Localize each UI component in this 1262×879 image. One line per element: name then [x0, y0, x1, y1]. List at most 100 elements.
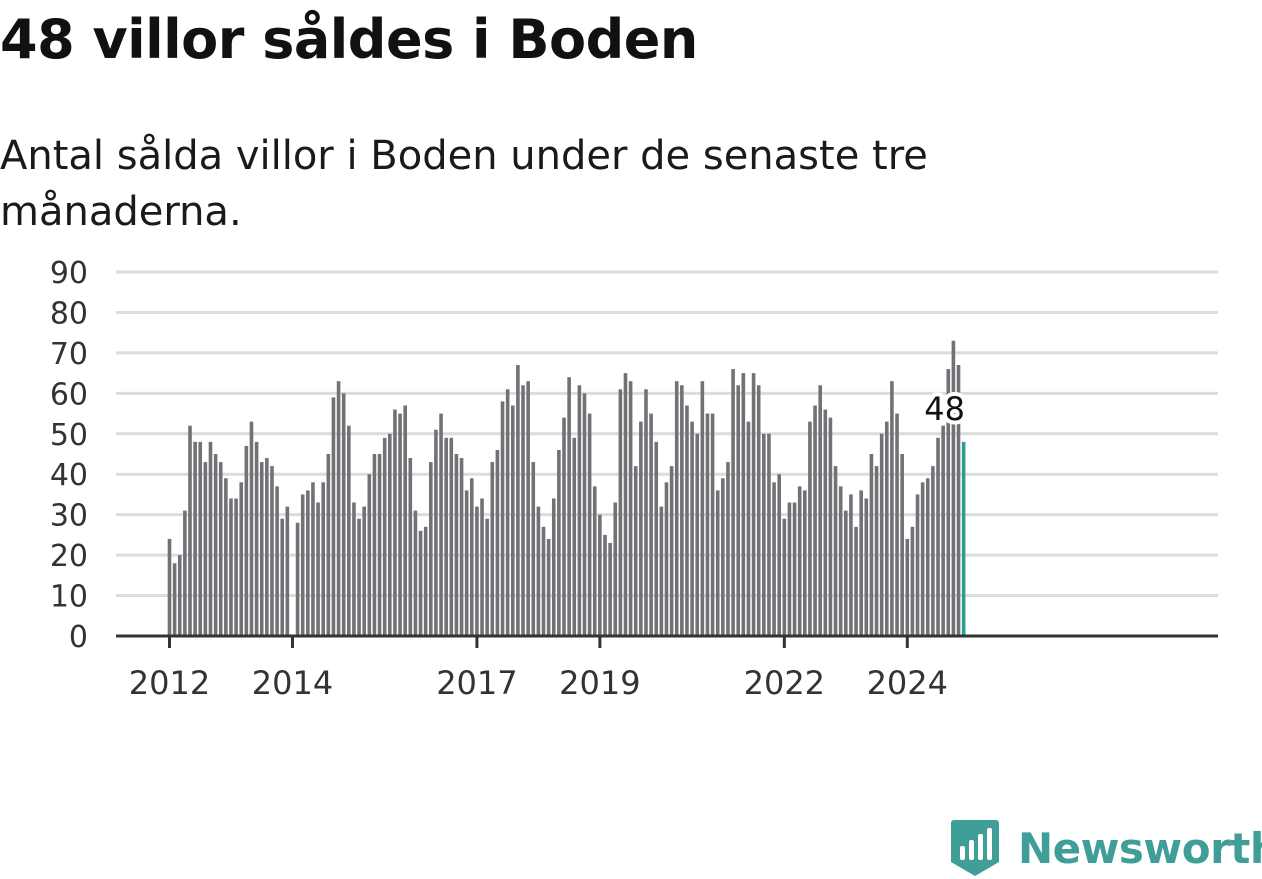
chart-title: 48 villor såldes i Boden: [0, 8, 698, 71]
bar: 2012-06: 48: [193, 441, 197, 636]
bar: 2020-08: 50: [695, 433, 700, 636]
bar: 2019-04: 33: [613, 502, 618, 636]
bar: 2018-01: 32: [536, 506, 541, 636]
bar: 2018-06: 54: [562, 417, 566, 636]
bar: 2015-10: 55: [398, 413, 402, 636]
bar: 2023-12: 45: [900, 454, 904, 636]
bar: 2021-04: 62: [736, 385, 741, 636]
bar: 2017-12: 43: [531, 462, 536, 636]
bar: 2016-05: 51: [434, 429, 438, 636]
bar: 2013-12: 32: [285, 506, 290, 636]
bar: 2014-04: 36: [306, 490, 310, 636]
bar: 2013-01: 34: [229, 498, 233, 636]
bar: 2014-10: 63: [336, 381, 341, 636]
bar: 2023-02: 35: [849, 494, 853, 636]
bar: 2018-08: 49: [572, 437, 577, 636]
bar: 2015-03: 32: [362, 506, 366, 636]
bars: 2012-01: 242012-02: 182012-03: 202012-04…: [167, 340, 966, 636]
bar: 2020-12: 36: [715, 490, 720, 636]
bar: 2014-02: 28: [295, 522, 300, 636]
bar: 2018-07: 64: [567, 377, 571, 636]
bar: 2021-02: 43: [726, 462, 730, 636]
x-tick-label: 2024: [867, 664, 948, 702]
bar: 2014-07: 38: [321, 482, 326, 636]
bar: 2020-05: 62: [680, 385, 684, 636]
bar: 2022-08: 62: [818, 385, 822, 636]
bar: 2020-02: 38: [664, 482, 669, 636]
bar: 2014-03: 35: [300, 494, 305, 636]
bar: 2020-10: 55: [705, 413, 710, 636]
bar: 2012-11: 43: [218, 462, 223, 636]
brand-name: Newsworthy: [1018, 823, 1262, 873]
bar: 2013-10: 37: [275, 486, 279, 636]
bar: 2017-03: 29: [485, 518, 489, 636]
bar: 2024-06: 42: [931, 466, 935, 636]
bar: 2012-03: 20: [177, 555, 182, 636]
gridlines: [116, 270, 1218, 598]
bar: 2023-05: 34: [864, 498, 869, 636]
x-tick-label: 2017: [436, 664, 517, 702]
bar: 2020-11: 55: [710, 413, 715, 636]
bar: 2021-11: 38: [772, 482, 776, 636]
bar: 2023-03: 27: [854, 526, 858, 636]
bar: 2014-08: 45: [326, 454, 331, 636]
bar: 2016-08: 49: [449, 437, 454, 636]
bar: 2015-11: 57: [403, 405, 407, 636]
bar: 2019-06: 65: [623, 373, 628, 636]
bar: 2022-01: 29: [782, 518, 787, 636]
bar: 2017-07: 61: [505, 389, 510, 636]
bar: 2023-11: 55: [895, 413, 899, 636]
bar: 2013-02: 34: [234, 498, 238, 636]
bar: 2013-08: 44: [265, 458, 269, 636]
bar: 2015-08: 50: [388, 433, 392, 636]
bar: 2018-11: 55: [587, 413, 592, 636]
bar: 2019-09: 53: [639, 421, 643, 636]
bar-highlight: 2024-12: 48: [961, 441, 966, 636]
bar: 2012-07: 48: [198, 441, 203, 636]
y-tick-label: 70: [50, 337, 88, 372]
bar: 2022-10: 54: [828, 417, 833, 636]
bar: 2022-03: 33: [792, 502, 797, 636]
bar: 2013-09: 42: [270, 466, 274, 636]
bar: 2016-04: 43: [428, 462, 433, 636]
bar: 2022-11: 42: [833, 466, 838, 636]
bar: 2023-04: 36: [859, 490, 863, 636]
bar: 2023-07: 42: [874, 466, 879, 636]
bar: 2015-05: 45: [372, 454, 377, 636]
bar: 2023-06: 45: [869, 454, 874, 636]
newsworthy-logo-icon: [951, 820, 999, 876]
bar: 2024-03: 35: [915, 494, 920, 636]
bar: 2019-02: 25: [603, 534, 607, 636]
bar: 2012-09: 48: [208, 441, 213, 636]
bar: 2024-05: 39: [925, 478, 930, 636]
bar: 2020-01: 32: [659, 506, 664, 636]
bar: 2014-05: 38: [311, 482, 315, 636]
bar: 2020-03: 42: [669, 466, 674, 636]
bar: 2015-12: 44: [408, 458, 413, 636]
bar: 2018-02: 27: [541, 526, 546, 636]
bar: 2022-12: 37: [838, 486, 843, 636]
bar: 2021-01: 39: [721, 478, 725, 636]
highlight-annotation: 48: [920, 386, 969, 432]
y-tick-label: 30: [50, 499, 88, 534]
bar: 2022-04: 37: [797, 486, 802, 636]
bar: 2021-06: 53: [746, 421, 751, 636]
bar: 2022-02: 33: [787, 502, 792, 636]
bar: 2012-12: 39: [224, 478, 228, 636]
bar: 2024-02: 27: [910, 526, 915, 636]
bar: 2024-08: 52: [941, 425, 945, 636]
bar: 2024-10: 73: [951, 340, 956, 636]
bar: 2019-05: 61: [618, 389, 623, 636]
bar: 2015-06: 45: [377, 454, 382, 636]
bar: 2018-09: 62: [577, 385, 582, 636]
bar: 2013-11: 29: [280, 518, 285, 636]
bar: 2023-10: 63: [890, 381, 894, 636]
bar: 2016-07: 49: [444, 437, 448, 636]
bar: 2015-04: 40: [367, 474, 372, 636]
y-axis-ticks: 0 10 20 30 40 50 60 70 80 90: [50, 256, 88, 655]
bar: 2022-05: 36: [803, 490, 807, 636]
bar: 2016-09: 45: [454, 454, 459, 636]
newsworthy-logo: Newsworthy: [950, 818, 1262, 878]
bar: 2021-03: 66: [731, 369, 735, 636]
y-tick-label: 0: [69, 620, 88, 655]
